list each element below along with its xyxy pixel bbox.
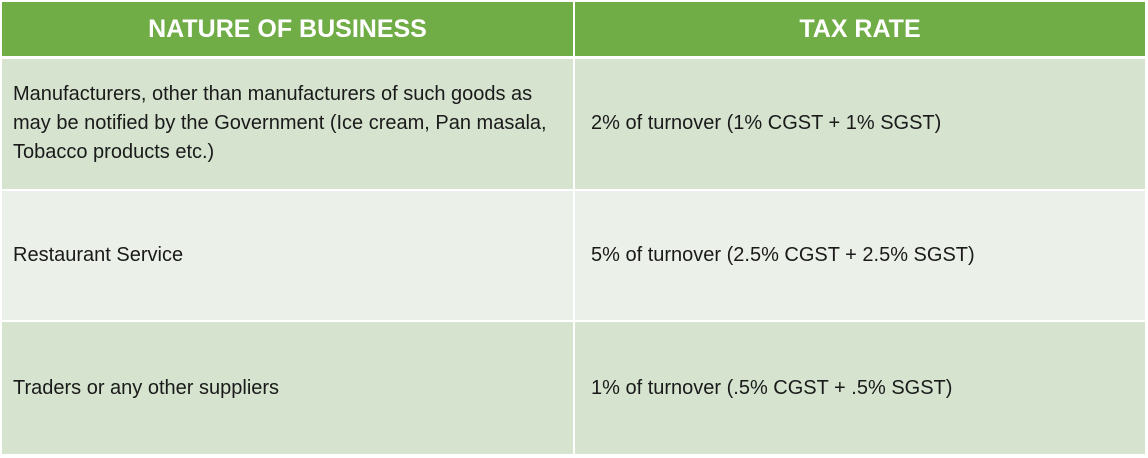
business-cell: Restaurant Service bbox=[2, 189, 575, 323]
business-cell: Traders or any other suppliers bbox=[2, 321, 575, 454]
header-tax-rate: TAX RATE bbox=[574, 2, 1145, 59]
tax-rate-cell: 5% of turnover (2.5% CGST + 2.5% SGST) bbox=[574, 189, 1145, 323]
table-row: Traders or any other suppliers 1% of tur… bbox=[2, 321, 1145, 454]
header-nature-of-business: NATURE OF BUSINESS bbox=[2, 2, 575, 59]
tax-rate-cell: 1% of turnover (.5% CGST + .5% SGST) bbox=[574, 321, 1145, 454]
table-row: Restaurant Service 5% of turnover (2.5% … bbox=[2, 189, 1145, 323]
table-header-row: NATURE OF BUSINESS TAX RATE bbox=[2, 2, 1145, 59]
table-row: Manufacturers, other than manufacturers … bbox=[2, 57, 1145, 191]
business-cell: Manufacturers, other than manufacturers … bbox=[2, 57, 575, 191]
tax-rate-cell: 2% of turnover (1% CGST + 1% SGST) bbox=[574, 57, 1145, 191]
